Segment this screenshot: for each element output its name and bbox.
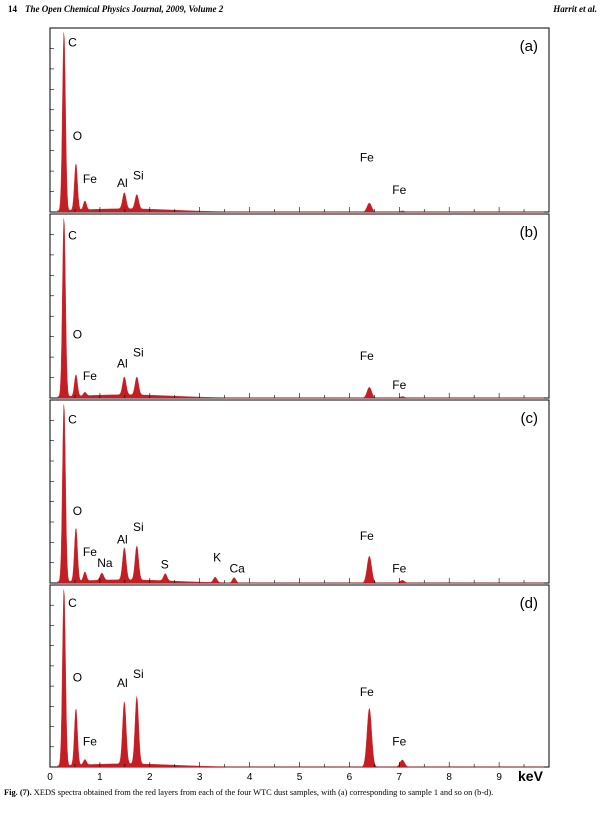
x-tick-label: 6: [347, 772, 353, 783]
panel-label: (b): [520, 224, 538, 241]
figure-caption: Fig. (7). XEDS spectra obtained from the…: [4, 788, 600, 798]
peak-label: S: [161, 558, 169, 572]
peak-label: Al: [117, 676, 128, 690]
header-left: 14 The Open Chemical Physics Journal, 200…: [8, 4, 223, 14]
peak-label: Al: [117, 356, 128, 370]
peak-label: Ca: [229, 561, 245, 575]
peak-label: Fe: [360, 349, 374, 363]
x-tick-label: 0: [47, 772, 53, 783]
spectrum-panel-c: [49, 399, 550, 584]
peak-label: Al: [117, 176, 128, 190]
peak-label: Si: [133, 169, 144, 183]
x-tick-label: 7: [397, 772, 403, 783]
spectrum-panel-b: [49, 213, 550, 399]
panel-label: (a): [520, 38, 538, 55]
peak-label: Si: [133, 667, 144, 681]
peak-label: Si: [133, 520, 144, 534]
caption-label: Fig. (7).: [4, 788, 32, 797]
caption-text: XEDS spectra obtained from the red layer…: [33, 788, 494, 797]
x-tick-label: 5: [297, 772, 303, 783]
peak-label: Na: [97, 556, 113, 570]
peak-label: K: [213, 551, 221, 565]
spectrum-panel-d: [49, 584, 550, 768]
x-axis-label: keV: [518, 768, 544, 784]
peak-label: Si: [133, 346, 144, 360]
peak-label: Fe: [360, 685, 374, 699]
peak-label: Fe: [392, 378, 406, 392]
peak-label: Fe: [392, 561, 406, 575]
x-tick-label: 9: [496, 772, 502, 783]
peak-label: Fe: [360, 529, 374, 543]
spectrum-area: [57, 404, 545, 584]
x-tick-label: 2: [147, 772, 153, 783]
peak-label: Fe: [360, 151, 374, 165]
page-header: 14 The Open Chemical Physics Journal, 200…: [8, 4, 597, 20]
peak-label: C: [68, 229, 77, 243]
peak-label: C: [68, 413, 77, 427]
spectrum-area: [57, 589, 545, 768]
panel-label: (c): [521, 410, 539, 427]
peak-label: Fe: [83, 172, 97, 186]
spectrum-area: [57, 32, 545, 213]
peak-label: C: [68, 596, 77, 610]
x-tick-label: 1: [97, 772, 103, 783]
peak-label: C: [68, 35, 77, 49]
header-authors: Harrit et al.: [553, 4, 597, 14]
peak-label: O: [73, 671, 82, 685]
peak-label: O: [73, 328, 82, 342]
x-tick-label: 8: [446, 772, 452, 783]
x-tick-label: 4: [247, 772, 253, 783]
peak-label: Fe: [392, 735, 406, 749]
panel-label: (d): [520, 595, 538, 612]
page-number: 14: [8, 4, 17, 14]
peak-label: O: [73, 129, 82, 143]
x-tick-label: 3: [197, 772, 203, 783]
journal-title: The Open Chemical Physics Journal, 2009,…: [25, 4, 224, 14]
spectrum-area: [57, 218, 545, 399]
peak-label: Fe: [83, 369, 97, 383]
peak-label: Fe: [392, 183, 406, 197]
spectrum-panel-a: [49, 27, 550, 213]
peak-label: Fe: [83, 545, 97, 559]
peak-label: Al: [117, 533, 128, 547]
peak-label: O: [73, 504, 82, 518]
peak-label: Fe: [83, 735, 97, 749]
